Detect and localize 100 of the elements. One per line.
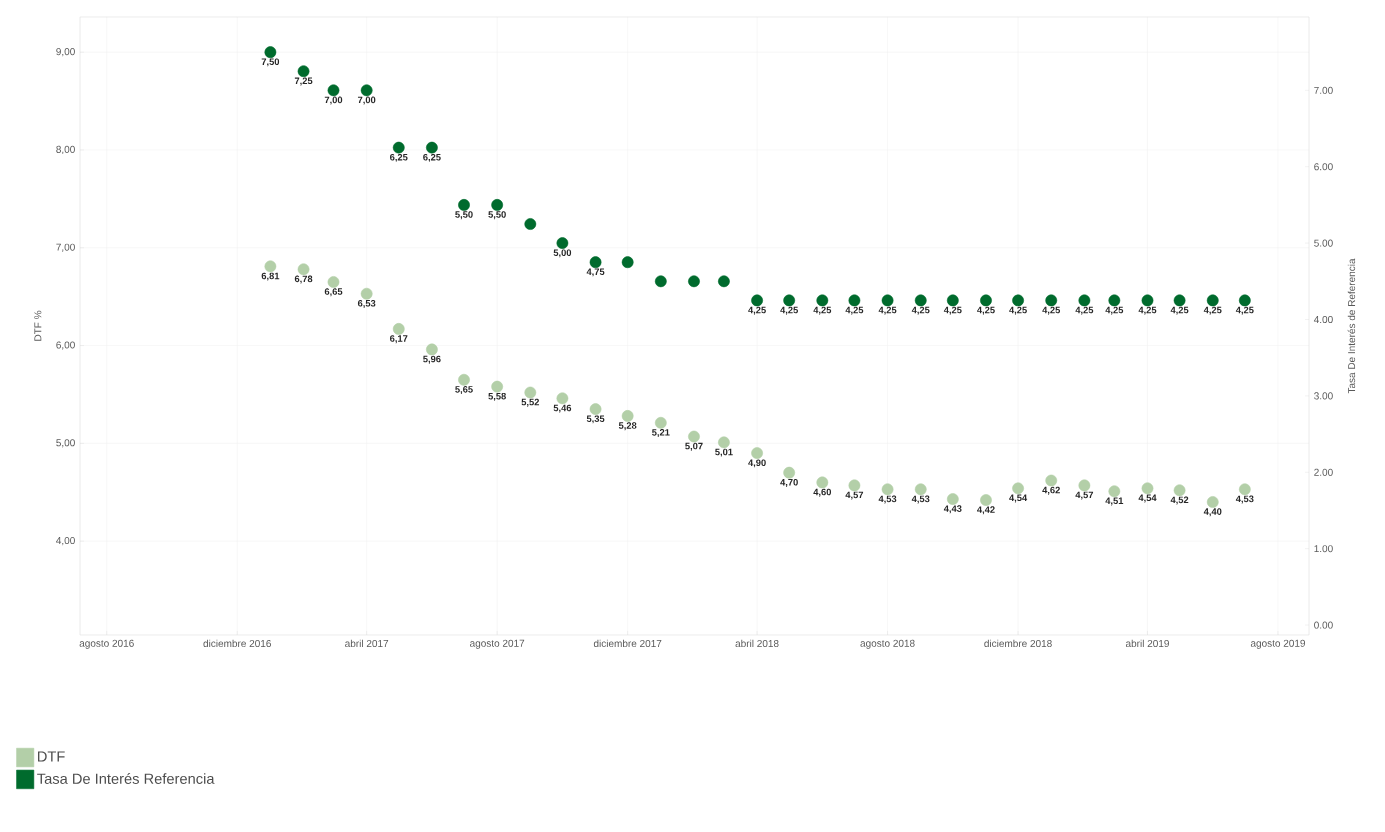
y2-axis-title: Tasa De Interés de Referencia <box>1347 258 1356 394</box>
data-label: 6,25 <box>390 153 408 162</box>
point <box>1012 482 1024 495</box>
point <box>524 386 537 399</box>
data-label: 5,28 <box>618 422 637 431</box>
y2-tick-label: 6.00 <box>1314 163 1333 171</box>
point <box>426 141 438 154</box>
data-label: 4,52 <box>1170 496 1189 505</box>
y2-tick-label: 7.00 <box>1314 86 1333 94</box>
data-label: 4,25 <box>977 306 995 315</box>
point <box>1238 483 1251 496</box>
point <box>848 294 861 307</box>
data-label: 6,53 <box>357 300 376 308</box>
data-label: 4,25 <box>845 306 864 315</box>
data-label: 6,65 <box>324 288 343 297</box>
y-tick-label: 8,00 <box>56 145 75 155</box>
point <box>881 294 894 307</box>
point <box>524 218 537 230</box>
data-label: 4,53 <box>911 495 930 504</box>
y2-tick-label: 4.00 <box>1313 315 1333 324</box>
data-label: 5,65 <box>455 386 473 394</box>
point <box>1045 474 1058 487</box>
point <box>491 199 504 211</box>
data-label: 4,25 <box>1042 306 1061 315</box>
data-label: 4,75 <box>586 268 605 277</box>
data-label: 4,54 <box>1138 494 1157 503</box>
point <box>589 256 602 269</box>
data-label: 4,43 <box>943 505 962 514</box>
point <box>392 323 405 335</box>
point <box>621 410 634 422</box>
data-label: 4,70 <box>780 478 798 487</box>
data-label: 5,01 <box>715 448 733 457</box>
y-tick-label: 7,00 <box>56 243 75 252</box>
data-label: 4,25 <box>1009 306 1027 315</box>
point <box>1141 294 1154 307</box>
data-label: 5,35 <box>586 415 605 424</box>
point <box>816 476 829 489</box>
point <box>848 479 861 492</box>
data-label: 6,78 <box>294 275 313 284</box>
legend-label: Tasa De Interés Referencia <box>37 773 215 784</box>
point <box>783 294 796 307</box>
data-label: 5,58 <box>488 392 506 401</box>
point <box>491 380 504 393</box>
point <box>458 199 470 211</box>
x-tick-label: abril 2019 <box>1125 639 1169 648</box>
data-label: 4,25 <box>1170 306 1189 315</box>
data-label: 5,46 <box>553 404 572 413</box>
point <box>458 373 470 386</box>
data-label: 7,25 <box>294 77 313 86</box>
data-label: 4,57 <box>1075 491 1094 500</box>
point <box>1206 496 1219 508</box>
y2-tick-label: 5.00 <box>1314 239 1333 247</box>
point <box>360 287 373 300</box>
point <box>688 275 700 288</box>
data-label: 4,51 <box>1105 497 1124 506</box>
y-tick-label: 6,00 <box>56 341 75 350</box>
point <box>327 276 340 288</box>
x-tick-label: diciembre 2016 <box>203 639 271 648</box>
point <box>360 84 373 97</box>
data-label: 4,62 <box>1042 486 1060 495</box>
point <box>556 237 569 249</box>
x-tick-label: agosto 2019 <box>1250 639 1306 649</box>
point <box>980 294 992 307</box>
data-label: 4,54 <box>1009 494 1028 503</box>
x-tick-label: abril 2018 <box>735 639 779 648</box>
data-label: 5,50 <box>488 211 506 220</box>
x-tick-label: diciembre 2017 <box>593 639 662 648</box>
data-label: 6,17 <box>390 335 408 344</box>
data-label: 7,00 <box>357 96 376 105</box>
point <box>914 483 927 496</box>
data-label: 4,25 <box>1105 306 1124 315</box>
data-label: 4,25 <box>943 306 962 315</box>
data-label: 7,50 <box>261 58 280 67</box>
y-tick-label: 9,00 <box>56 48 75 57</box>
y-tick-label: 4,00 <box>56 536 75 546</box>
data-label: 4,25 <box>813 306 832 315</box>
y2-tick-label: 3.00 <box>1314 392 1333 400</box>
data-label: 5,50 <box>455 211 473 220</box>
point <box>783 466 796 479</box>
point <box>946 294 959 307</box>
data-label: 4,25 <box>911 306 930 315</box>
legend-label: DTF <box>38 751 65 762</box>
data-label: 4,25 <box>1235 306 1254 315</box>
point <box>1141 482 1154 495</box>
point <box>1012 294 1024 307</box>
data-label: 5,96 <box>423 355 441 364</box>
point <box>816 294 829 307</box>
data-label: 4,53 <box>878 495 897 504</box>
data-label: 4,25 <box>780 306 798 315</box>
point <box>556 392 569 405</box>
x-tick-label: abril 2017 <box>345 639 389 648</box>
point <box>392 141 405 154</box>
point <box>264 46 277 58</box>
data-label: 6,81 <box>261 272 280 281</box>
point <box>1078 294 1091 307</box>
data-label: 6,25 <box>423 153 441 162</box>
point <box>297 263 310 276</box>
point <box>1078 479 1091 492</box>
data-label: 4,25 <box>878 306 897 315</box>
point <box>1206 294 1219 307</box>
